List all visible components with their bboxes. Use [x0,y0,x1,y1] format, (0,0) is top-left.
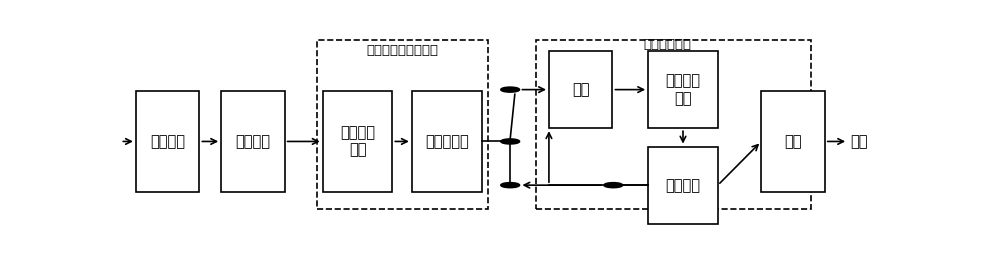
Bar [648,51,718,128]
Circle shape [604,183,623,188]
Text: 信道粗估计: 信道粗估计 [425,134,468,149]
Text: 串并转换: 串并转换 [235,134,270,149]
Bar [761,91,825,192]
Circle shape [501,139,519,144]
Bar [323,91,392,192]
Text: 解调: 解调 [784,134,802,149]
Circle shape [501,183,519,188]
Text: 信道估计: 信道估计 [666,178,700,193]
Text: 迭代检测估计: 迭代检测估计 [644,38,692,51]
Circle shape [501,87,519,92]
Bar [536,40,811,209]
Bar [317,40,488,209]
Bar [221,91,285,192]
Text: 导频位置
判断: 导频位置 判断 [666,73,700,106]
Text: 均衡: 均衡 [572,82,589,97]
Bar [412,91,482,192]
Text: 接收信号: 接收信号 [150,134,185,149]
Text: 输出: 输出 [850,134,868,149]
Text: 导频位置
判断: 导频位置 判断 [340,125,375,158]
Bar [648,147,718,224]
Bar [549,51,612,128]
Text: 初始导频检测和估计: 初始导频检测和估计 [366,45,438,58]
Bar [136,91,199,192]
